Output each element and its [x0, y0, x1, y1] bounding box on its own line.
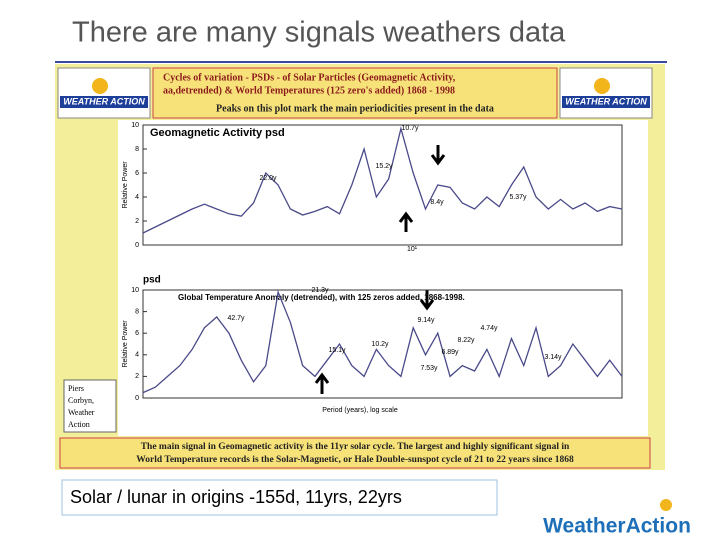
- peak-label: 5.37y: [509, 194, 527, 201]
- caption-line: World Temperature records is the Solar-M…: [136, 455, 574, 465]
- plot-panel: [118, 120, 648, 436]
- chart-title: Global Temperature Anomaly (detrended), …: [178, 293, 465, 302]
- peak-label: 22.0y: [259, 175, 277, 182]
- arrow-down: [419, 290, 435, 311]
- logo-text: WEATHER ACTION: [63, 96, 145, 106]
- credit-line: Weather: [68, 408, 95, 417]
- y-axis-label: Relative Power: [122, 320, 129, 368]
- brand-sun: [660, 499, 672, 511]
- x-tick-label: 10¹: [407, 246, 418, 253]
- arrow-up: [314, 372, 330, 394]
- peak-label: 21.3y: [311, 287, 329, 294]
- slide-title: There are many signals weathers data: [72, 17, 566, 49]
- peak-label: 4.74y: [480, 325, 498, 332]
- header-line: aa,detrended) & World Temperatures (125 …: [163, 85, 455, 96]
- plot-area: [142, 124, 623, 246]
- logo-band: [562, 96, 650, 108]
- logo-band: [60, 96, 148, 108]
- brand: WeatherAction: [543, 515, 691, 538]
- logo-sun: [594, 78, 610, 94]
- y-tick-label: 8: [135, 308, 139, 315]
- series-line: [142, 289, 623, 394]
- y-tick-label: 8: [135, 146, 139, 153]
- peak-label: 15.2y: [375, 163, 393, 170]
- credit-line: Action: [68, 420, 90, 429]
- peak-label: 15.1y: [328, 347, 346, 354]
- peak-label: 7.53y: [420, 365, 438, 372]
- peak-label: 3.14y: [544, 354, 562, 361]
- y-tick-label: 0: [135, 242, 139, 249]
- caption-box: [59, 437, 651, 469]
- plot-area: [142, 289, 623, 399]
- logo-sun: [92, 78, 108, 94]
- chart-label: psd: [143, 275, 161, 286]
- y-tick-label: 0: [135, 395, 139, 402]
- peak-label: 8.4y: [430, 199, 444, 206]
- peak-label: 42.7y: [227, 315, 245, 322]
- logo-text: WEATHER ACTION: [565, 96, 647, 106]
- y-tick-label: 6: [135, 170, 139, 177]
- caption-line: The main signal in Geomagnetic activity …: [141, 442, 570, 452]
- credit-line: Corbyn,: [68, 396, 94, 405]
- peak-label: 6.89y: [441, 349, 459, 356]
- y-tick-label: 10: [131, 287, 139, 294]
- note-box: [61, 479, 498, 516]
- header-box: [152, 67, 558, 119]
- arrow-up: [398, 211, 414, 232]
- y-axis-label: Relative Power: [122, 161, 129, 209]
- y-tick-label: 4: [135, 194, 139, 201]
- series-line: [142, 126, 623, 234]
- chart-title: Geomagnetic Activity psd: [150, 127, 285, 139]
- note-text: Solar / lunar in origins -155d, 11yrs, 2…: [70, 487, 402, 507]
- credit-line: Piers: [68, 384, 84, 393]
- arrow-down: [430, 145, 446, 166]
- peak-label: 9.14y: [417, 317, 435, 324]
- y-tick-label: 2: [135, 373, 139, 380]
- y-tick-label: 10: [131, 122, 139, 129]
- logo-left: [57, 67, 151, 119]
- y-tick-label: 2: [135, 218, 139, 225]
- peak-label: 10.7y: [401, 125, 419, 132]
- y-tick-label: 6: [135, 330, 139, 337]
- credit-box: [63, 379, 117, 433]
- x-axis-label: Period (years), log scale: [322, 407, 398, 414]
- peak-label: 8.22y: [457, 337, 475, 344]
- header-line: Peaks on this plot mark the main periodi…: [216, 103, 494, 114]
- y-tick-label: 4: [135, 352, 139, 359]
- header-line: Cycles of variation - PSDs - of Solar Pa…: [163, 72, 456, 83]
- peak-label: 10.2y: [371, 341, 389, 348]
- logo-right: [559, 67, 653, 119]
